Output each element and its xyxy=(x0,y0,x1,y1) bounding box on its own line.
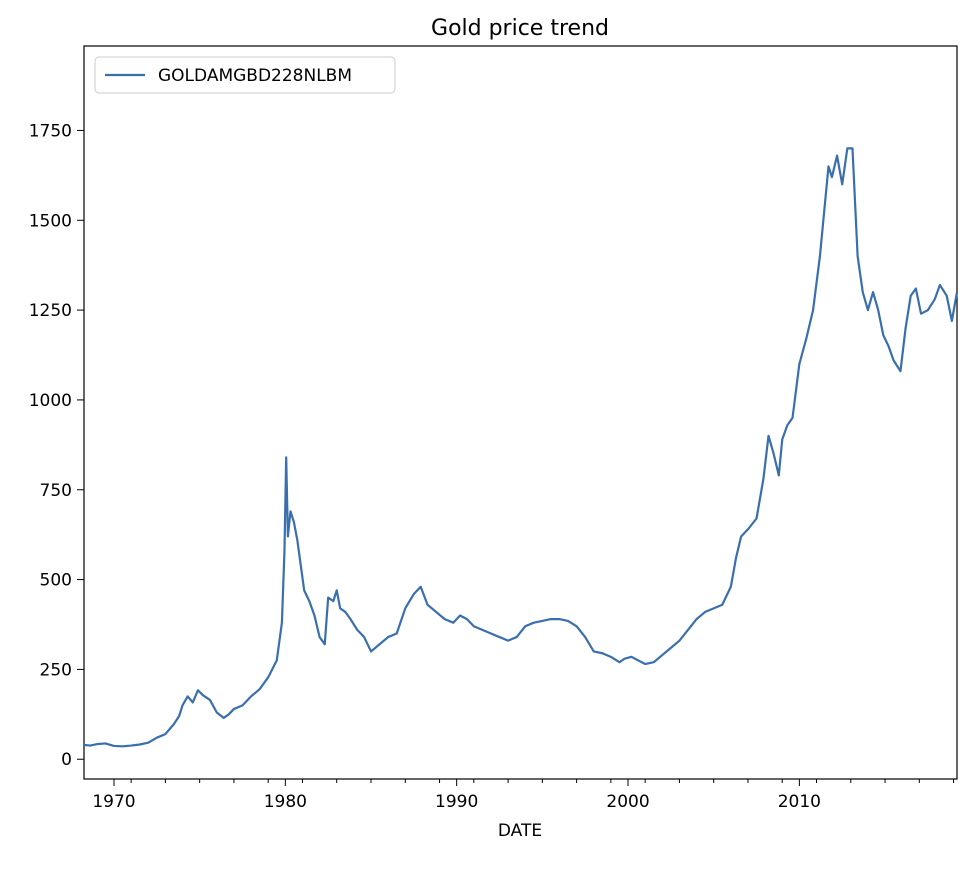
x-tick-label: 1990 xyxy=(435,792,478,812)
plot-area: 1970 1980 1990 2000 2010 0 250 500 750 1000 1250 1… xyxy=(29,45,959,812)
y-tick-label: 1250 xyxy=(29,301,72,321)
x-axis: 1970 1980 1990 2000 2010 xyxy=(92,779,955,812)
x-tick-label: 2000 xyxy=(606,792,649,812)
legend-label: GOLDAMGBD228NLBM xyxy=(158,66,352,86)
x-axis-label: DATE xyxy=(498,821,542,841)
chart-title: Gold price trend xyxy=(431,16,609,41)
x-tick-label: 1980 xyxy=(264,792,307,812)
x-tick-label: 1970 xyxy=(92,792,135,812)
y-tick-label: 0 xyxy=(61,750,72,770)
series-line-goldamgbd228nlbm xyxy=(83,147,959,748)
x-tick-label: 2010 xyxy=(778,792,821,812)
y-tick-label: 500 xyxy=(40,571,72,591)
y-axis: 0 250 500 750 1000 1250 1500 1750 xyxy=(29,121,84,770)
y-tick-label: 1000 xyxy=(29,391,72,411)
y-tick-label: 250 xyxy=(40,660,72,680)
y-tick-label: 750 xyxy=(40,481,72,501)
plot-frame xyxy=(83,45,958,780)
y-tick-label: 1500 xyxy=(29,211,72,231)
legend-box xyxy=(94,56,396,94)
legend: GOLDAMGBD228NLBM xyxy=(94,56,396,94)
y-tick-label: 1750 xyxy=(29,121,72,141)
